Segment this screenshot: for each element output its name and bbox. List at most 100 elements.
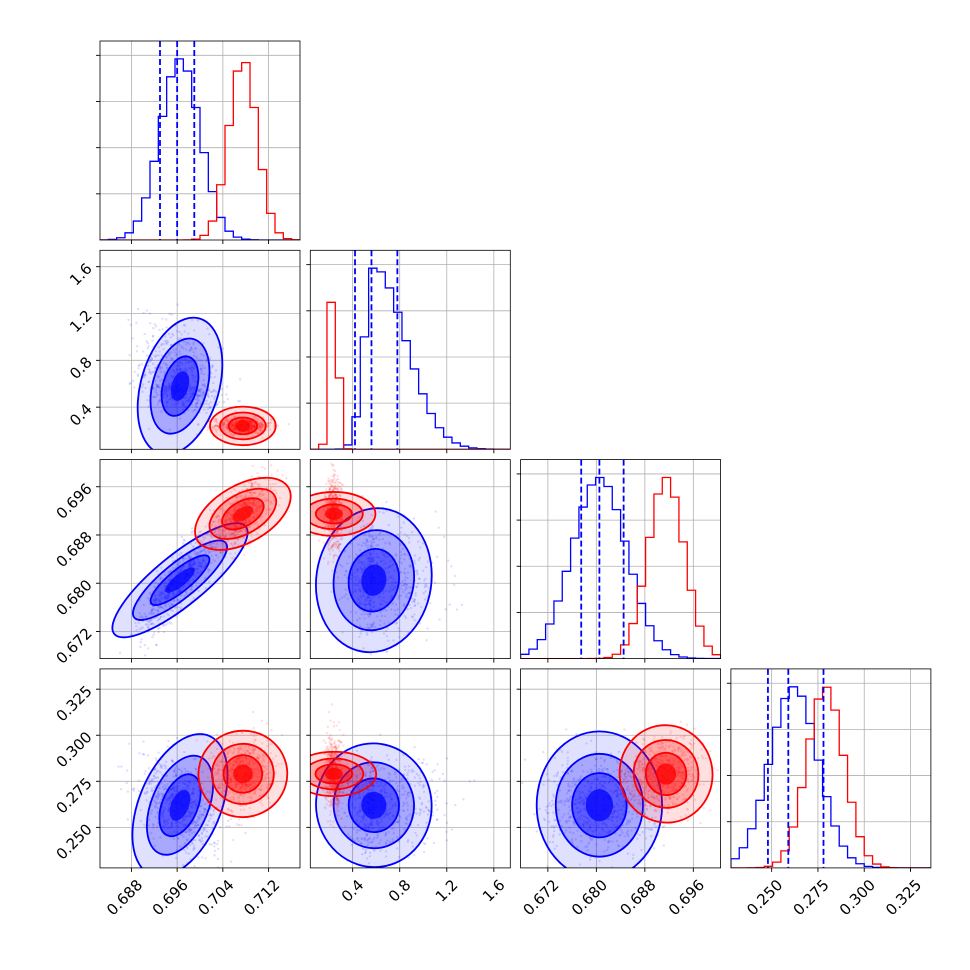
scatter-point <box>249 420 252 424</box>
scatter-point <box>181 586 185 590</box>
scatter-point <box>202 560 206 563</box>
scatter-point <box>233 520 237 524</box>
scatter-point <box>423 579 426 582</box>
scatter-point <box>159 576 163 579</box>
scatter-point <box>194 575 198 578</box>
scatter-point <box>195 571 199 574</box>
scatter-point <box>159 370 162 374</box>
scatter-point <box>249 419 252 423</box>
scatter-point <box>150 622 154 626</box>
scatter-point <box>168 428 172 431</box>
scatter-point <box>230 423 234 426</box>
scatter-point <box>402 666 404 668</box>
scatter-point <box>362 610 365 614</box>
scatter-point <box>363 564 367 567</box>
scatter-point <box>185 369 188 373</box>
scatter-point <box>326 562 330 566</box>
scatter-point <box>168 384 171 387</box>
scatter-point <box>357 561 360 565</box>
scatter-point <box>399 543 402 546</box>
scatter-point <box>460 603 464 607</box>
scatter-point <box>330 537 333 540</box>
scatter-point <box>167 382 171 385</box>
scatter-point <box>231 535 234 539</box>
scatter-point <box>229 432 232 436</box>
scatter-point <box>402 590 405 594</box>
scatter-point <box>195 551 199 555</box>
scatter-point <box>249 420 252 423</box>
scatter-point <box>187 332 190 335</box>
scatter-point <box>141 383 145 386</box>
scatter-point <box>336 505 339 508</box>
scatter-point <box>258 506 261 509</box>
scatter-point <box>198 358 201 362</box>
scatter-point <box>354 552 358 556</box>
scatter-point <box>388 543 392 546</box>
scatter-point <box>369 556 372 560</box>
scatter-point <box>406 534 409 538</box>
scatter-point <box>172 334 175 337</box>
scatter-point <box>195 568 198 571</box>
scatter-point <box>215 431 218 434</box>
scatter-point <box>215 515 219 518</box>
scatter-point <box>190 348 194 351</box>
scatter-point <box>229 552 232 555</box>
scatter-point <box>213 428 217 431</box>
scatter-point <box>358 635 361 639</box>
scatter-point <box>162 393 165 396</box>
scatter-point <box>371 560 375 563</box>
scatter-point <box>190 587 193 591</box>
scatter-point <box>393 608 397 612</box>
scatter-point <box>151 362 155 366</box>
scatter-point <box>239 521 242 524</box>
scatter-point <box>154 601 157 605</box>
scatter-point <box>176 329 179 333</box>
scatter-point <box>140 638 143 641</box>
scatter-point <box>244 527 247 530</box>
scatter-point <box>166 594 169 597</box>
scatter-point <box>188 349 192 352</box>
scatter-point <box>369 559 372 562</box>
scatter-point <box>137 364 140 368</box>
scatter-point <box>190 389 193 393</box>
scatter-point <box>395 554 398 557</box>
scatter-point <box>261 428 264 431</box>
scatter-point <box>371 545 374 549</box>
contour-line <box>332 529 416 632</box>
scatter-point <box>190 565 193 568</box>
scatter-point <box>379 611 382 614</box>
scatter-point <box>174 606 177 610</box>
scatter-point <box>336 529 339 532</box>
scatter-point <box>231 423 234 427</box>
scatter-point <box>210 561 213 565</box>
scatter-point <box>180 566 183 570</box>
scatter-point <box>178 330 181 334</box>
scatter-point <box>368 600 371 603</box>
scatter-point <box>359 526 363 529</box>
scatter-point <box>181 400 184 403</box>
scatter-point <box>234 422 237 425</box>
scatter-point <box>335 545 338 548</box>
scatter-point <box>331 464 334 467</box>
scatter-point <box>402 603 406 606</box>
scatter-point <box>424 583 428 586</box>
scatter-point <box>414 592 417 595</box>
scatter-point <box>228 535 231 539</box>
scatter-point <box>257 422 261 425</box>
scatter-point <box>245 418 249 422</box>
scatter-point <box>327 560 330 564</box>
scatter-point <box>253 423 257 426</box>
scatter-point <box>169 575 173 578</box>
scatter-point <box>333 545 337 548</box>
scatter-point <box>333 487 336 490</box>
scatter-point <box>230 502 233 505</box>
scatter-point <box>429 602 432 605</box>
scatter-point <box>246 430 250 433</box>
contour-line <box>315 507 433 654</box>
scatter-point <box>178 349 181 353</box>
scatter-point <box>266 490 269 494</box>
scatter-point <box>180 403 184 407</box>
scatter-point <box>247 429 251 433</box>
scatter-point <box>164 603 167 607</box>
